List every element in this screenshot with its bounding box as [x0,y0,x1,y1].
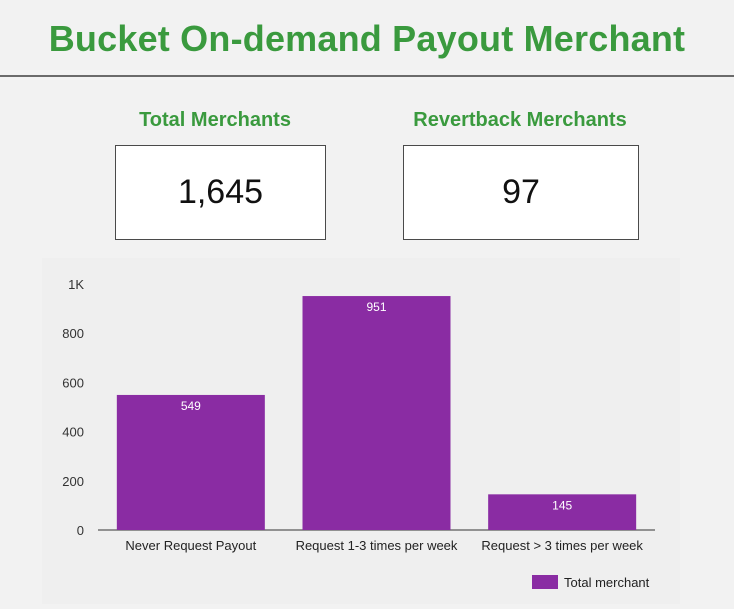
y-tick-label: 200 [62,474,84,489]
kpi-value-total-merchants: 1,645 [115,145,326,240]
chart-panel: 0 200 400 600 800 1K 549 Never Request Payout 95… [42,258,680,604]
y-tick-label: 600 [62,375,84,390]
y-tick-label: 800 [62,326,84,341]
header-divider [0,75,734,77]
kpi-label-revertback-merchants: Revertback Merchants [413,109,627,131]
bar-value-label: 145 [552,498,572,512]
x-category-label: Never Request Payout [125,538,256,553]
bar-value-label: 951 [366,300,386,314]
y-tick-label: 0 [77,523,84,538]
bar [488,494,637,530]
bar-chart: 0 200 400 600 800 1K 549 Never Request Payout 95… [62,277,655,590]
kpi-value-revertback-merchants: 97 [403,145,639,240]
bar-value-label: 549 [181,399,201,413]
x-category-label: Request > 3 times per week [481,538,643,553]
y-tick-label: 400 [62,425,84,440]
kpi-label-total-merchants: Total Merchants [139,109,291,131]
legend-swatch [532,575,558,589]
bar [302,296,451,530]
bar [116,394,265,530]
y-tick-label: 1K [68,277,84,292]
page-title: Bucket On-demand Payout Merchant [48,18,686,59]
x-category-label: Request 1-3 times per week [296,538,458,553]
legend-label: Total merchant [564,575,650,590]
